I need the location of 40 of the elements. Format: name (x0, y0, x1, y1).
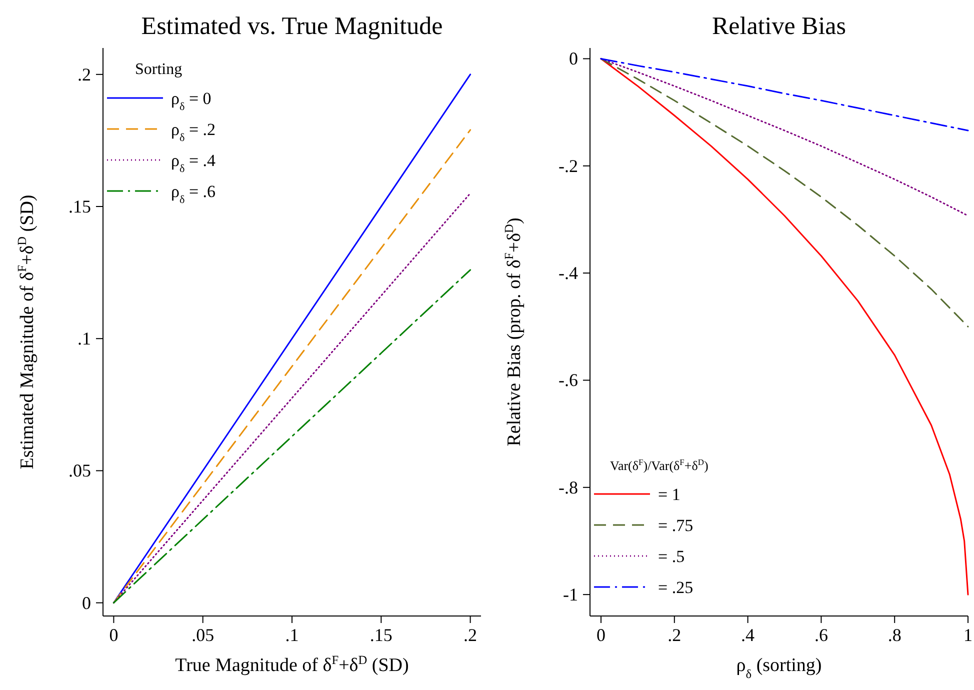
line-series (600, 58, 969, 596)
legend-label: ρ$_{δ}$ = .6 (171, 182, 216, 206)
chart-title: Estimated vs. True Magnitude (141, 13, 443, 40)
legend-title: Sorting (135, 61, 182, 78)
x-tick-label: 0 (596, 625, 606, 645)
legend-label: = 1 (658, 485, 680, 504)
legend-title: Var(δ$^{F}$)/Var(δ$^{F}$+δ$^{D}$) (610, 457, 708, 473)
line-series (600, 58, 969, 216)
x-tick-label: .6 (814, 625, 828, 645)
line-series (600, 58, 969, 132)
x-tick-label: .15 (370, 625, 392, 645)
chart-title: Relative Bias (712, 13, 846, 40)
x-tick-label: .1 (285, 625, 299, 645)
x-tick-label: .2 (464, 625, 478, 645)
legend-label: = .5 (658, 547, 685, 566)
y-tick-label: 0 (82, 592, 91, 613)
legend-label: = .75 (658, 516, 694, 535)
y-tick-label: 0 (569, 48, 578, 69)
x-tick-label: .4 (741, 625, 755, 645)
legend-label: = .25 (658, 578, 694, 597)
y-tick-label: .1 (78, 328, 91, 349)
y-tick-label: -.8 (558, 477, 578, 498)
y-tick-label: -.2 (558, 156, 578, 176)
x-axis-title: True Magnitude of δ$^{F}$+δ$^{D}$ (SD) (175, 653, 409, 676)
y-tick-label: .05 (68, 460, 91, 481)
x-axis-title: ρ$_{δ}$ (sorting) (736, 655, 822, 681)
x-tick-label: .2 (668, 625, 682, 645)
y-tick-label: -.6 (558, 370, 578, 390)
y-tick-label: -1 (563, 584, 578, 605)
x-tick-label: .8 (888, 625, 902, 645)
legend-label: ρ$_{δ}$ = 0 (171, 89, 212, 113)
x-tick-label: .05 (192, 625, 214, 645)
line-series (600, 58, 969, 328)
y-tick-label: -.4 (558, 263, 578, 284)
legend-label: ρ$_{δ}$ = .4 (171, 151, 216, 175)
x-tick-label: 0 (109, 625, 118, 645)
y-tick-label: .2 (78, 64, 91, 84)
x-tick-label: 1 (964, 625, 972, 645)
y-tick-label: .15 (68, 196, 91, 217)
legend-label: ρ$_{δ}$ = .2 (171, 120, 216, 144)
